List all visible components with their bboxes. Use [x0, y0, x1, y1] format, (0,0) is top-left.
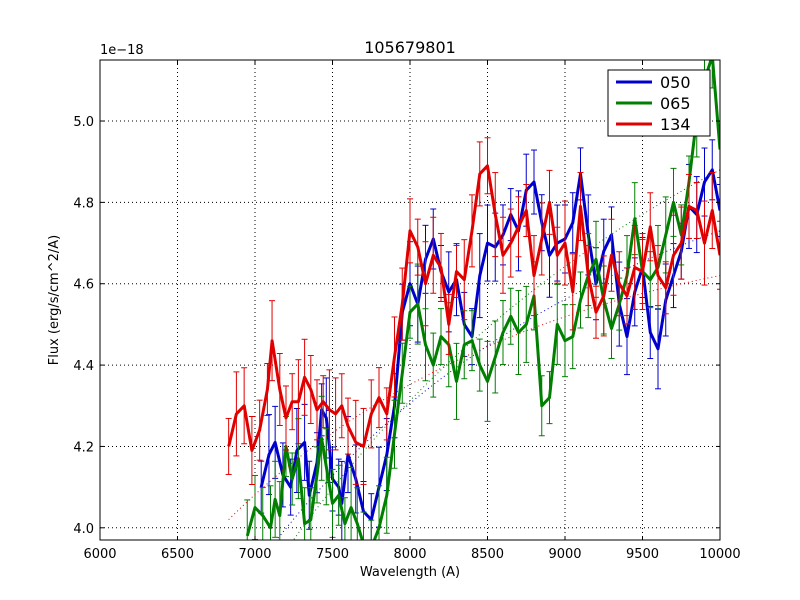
x-tick-label: 10000 [699, 547, 740, 562]
y-offset-label: 1e−18 [100, 43, 144, 58]
legend-label-050: 050 [660, 73, 691, 92]
x-tick-label: 6500 [161, 547, 194, 562]
y-tick-label: 4.8 [73, 196, 94, 211]
x-tick-label: 8000 [393, 547, 426, 562]
axis-ticks: 6000 6500 7000 7500 8000 8500 9000 9500 10000 4.0… [73, 60, 741, 562]
x-tick-label: 9500 [626, 547, 659, 562]
chart-title: 105679801 [364, 38, 456, 57]
series-group [225, 60, 720, 540]
y-tick-label: 4.2 [73, 440, 94, 455]
legend-label-065: 065 [660, 94, 691, 113]
y-tick-label: 4.0 [73, 522, 94, 537]
y-tick-label: 4.4 [73, 359, 94, 374]
x-tick-label: 7500 [316, 547, 349, 562]
x-tick-label: 8500 [471, 547, 504, 562]
y-tick-label: 5.0 [73, 115, 94, 130]
series-line-065 [245, 60, 720, 540]
series-line-050 [259, 168, 720, 522]
x-tick-label: 7000 [238, 547, 271, 562]
x-tick-label: 6000 [83, 547, 116, 562]
x-axis-label: Wavelength (A) [360, 565, 460, 580]
legend-label-134: 134 [660, 115, 691, 134]
model-curve-134 [228, 275, 720, 521]
series-line-134 [227, 164, 720, 452]
y-tick-label: 4.6 [73, 278, 94, 293]
series-134 [225, 137, 720, 521]
y-axis-label: Flux (erg/s/cm^2/A) [47, 235, 62, 365]
legend: 050 065 134 [607, 69, 711, 137]
x-tick-label: 9000 [548, 547, 581, 562]
